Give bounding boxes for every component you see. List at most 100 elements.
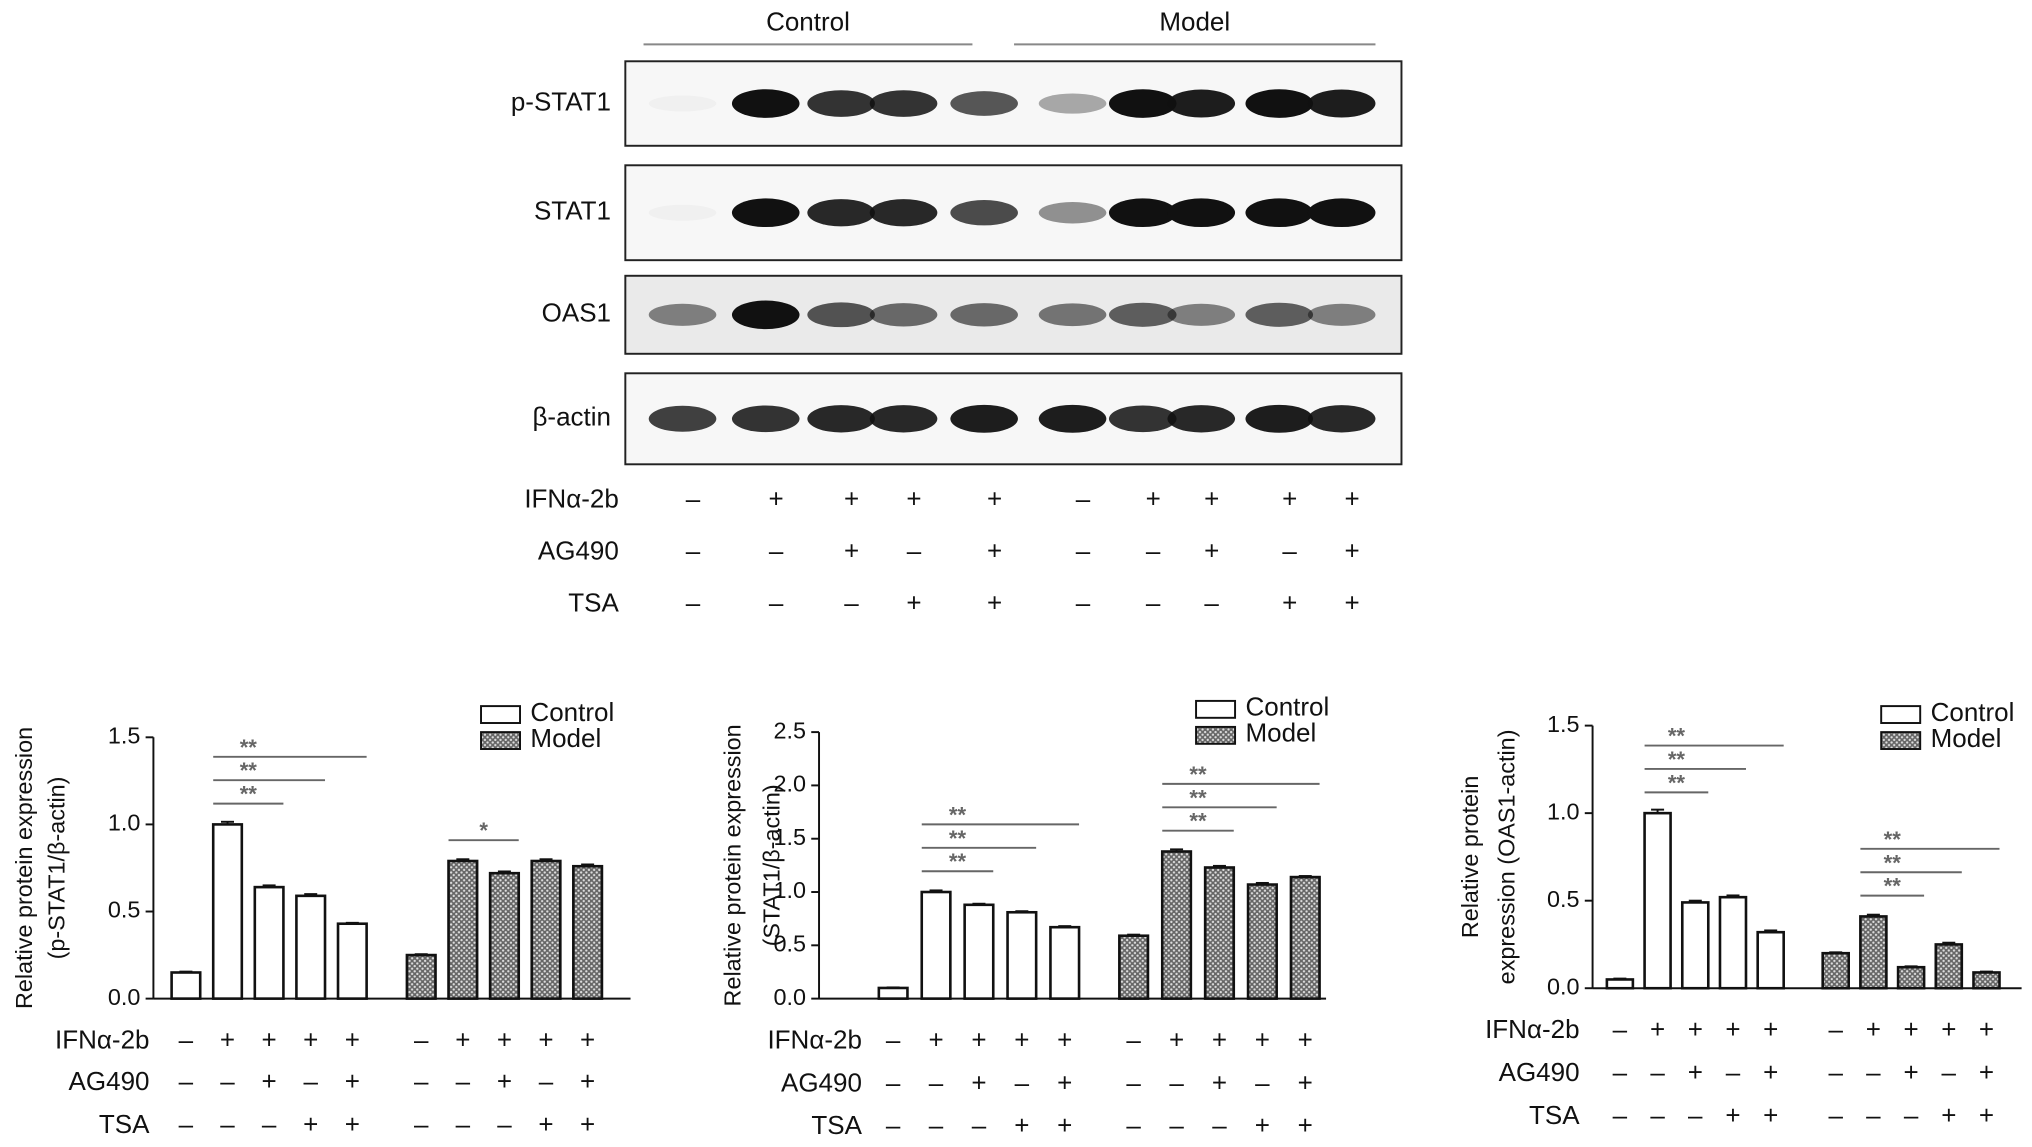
- significance-label: **: [1668, 724, 1686, 749]
- treatment-sign: +: [1204, 536, 1219, 566]
- bar: [170, 971, 202, 1000]
- treatment-sign: +: [906, 484, 921, 514]
- y-tick-label: 1.5: [1547, 711, 1580, 737]
- band: [1307, 89, 1376, 118]
- treatment-sign: +: [906, 588, 921, 618]
- treatment-sign: –: [1828, 1100, 1843, 1130]
- treatment-sign: –: [1650, 1057, 1665, 1087]
- y-axis-label: Relative protein: [1457, 776, 1483, 939]
- treatment-sign: –: [220, 1066, 235, 1096]
- treatment-sign: –: [456, 1066, 471, 1096]
- treatment-sign: +: [1763, 1057, 1778, 1087]
- treatment-sign: +: [1725, 1014, 1740, 1044]
- treatment-sign: +: [844, 484, 859, 514]
- legend-label: Model: [530, 723, 601, 753]
- treatment-sign: +: [1282, 588, 1297, 618]
- band: [1108, 198, 1177, 228]
- band: [648, 405, 717, 432]
- treatment-sign: +: [1979, 1014, 1994, 1044]
- band: [649, 96, 717, 112]
- treatment-sign: –: [414, 1109, 429, 1139]
- bar: [1821, 951, 1850, 990]
- band: [1167, 303, 1236, 326]
- treatment-sign: +: [1763, 1014, 1778, 1044]
- band: [1038, 303, 1107, 327]
- treatment-sign: +: [1344, 588, 1359, 618]
- y-tick-label: 2.0: [774, 771, 807, 797]
- band: [1307, 198, 1376, 228]
- treatment-sign: +: [1212, 1067, 1227, 1097]
- y-tick-label: 2.5: [774, 717, 807, 743]
- treatment-sign: +: [1866, 1014, 1881, 1044]
- y-axis-label: Relative protein expression: [720, 724, 746, 1006]
- band: [1038, 93, 1107, 114]
- bar: [1859, 915, 1888, 990]
- legend-label: Model: [1245, 718, 1316, 748]
- treatment-sign: –: [1076, 588, 1091, 618]
- bar: [1756, 930, 1785, 990]
- significance-label: **: [1668, 747, 1686, 772]
- y-tick-label: 0.0: [1547, 973, 1580, 999]
- treatment-sign: +: [1298, 1067, 1313, 1097]
- blot-row-label: p-STAT1: [511, 86, 611, 116]
- treatment-sign: +: [1725, 1100, 1740, 1130]
- treatment-sign: –: [844, 588, 859, 618]
- treatment-label: AG490: [69, 1066, 150, 1096]
- treatment-sign: –: [539, 1066, 554, 1096]
- treatment-sign: +: [1057, 1110, 1072, 1140]
- blot-row-label: β-actin: [532, 402, 611, 432]
- bar: [336, 922, 368, 1000]
- legend-swatch: [480, 705, 522, 724]
- treatment-sign: –: [1828, 1014, 1843, 1044]
- treatment-sign: +: [1169, 1024, 1184, 1054]
- bar: [1118, 934, 1150, 1000]
- significance-label: **: [240, 735, 258, 760]
- band: [807, 302, 875, 328]
- legend-label: Control: [530, 697, 614, 727]
- bar: [1643, 811, 1672, 990]
- treatment-sign: +: [1255, 1024, 1270, 1054]
- legend-swatch: [1880, 731, 1922, 750]
- significance-label: **: [1189, 809, 1207, 834]
- significance-label: **: [1189, 762, 1207, 787]
- significance-label: *: [479, 818, 488, 843]
- treatment-sign: –: [1726, 1057, 1741, 1087]
- treatment-label: TSA: [568, 588, 619, 618]
- y-tick-label: 1.0: [1547, 798, 1580, 824]
- bar: [405, 953, 437, 1000]
- treatment-sign: +: [987, 484, 1002, 514]
- treatment-sign: –: [929, 1110, 944, 1140]
- treatment-sign: +: [455, 1024, 470, 1054]
- treatment-sign: –: [1613, 1057, 1628, 1087]
- treatment-sign: +: [303, 1024, 318, 1054]
- band: [1167, 198, 1236, 228]
- treatment-sign: +: [1979, 1100, 1994, 1130]
- treatment-sign: +: [1763, 1100, 1778, 1130]
- treatment-sign: –: [1828, 1057, 1843, 1087]
- treatment-sign: +: [303, 1109, 318, 1139]
- treatment-sign: –: [1613, 1014, 1628, 1044]
- significance-label: **: [240, 782, 258, 807]
- treatment-sign: –: [1146, 536, 1161, 566]
- bar: [963, 903, 995, 1000]
- y-tick-label: 0.0: [774, 984, 807, 1010]
- significance-label: **: [1668, 770, 1686, 795]
- treatment-sign: +: [262, 1024, 277, 1054]
- treatment-sign: +: [1688, 1057, 1703, 1087]
- band: [731, 89, 800, 118]
- group-label: Control: [766, 6, 850, 36]
- treatment-sign: +: [1650, 1014, 1665, 1044]
- band: [807, 405, 875, 433]
- blot-row-label: OAS1: [542, 298, 611, 328]
- legend-swatch: [1195, 699, 1237, 719]
- band: [869, 303, 938, 327]
- treatment-sign: –: [1904, 1100, 1919, 1130]
- band: [1038, 202, 1107, 224]
- treatment-sign: –: [769, 588, 784, 618]
- treatment-sign: –: [1866, 1100, 1881, 1130]
- treatment-sign: +: [1941, 1014, 1956, 1044]
- treatment-sign: +: [1904, 1014, 1919, 1044]
- treatment-sign: +: [1688, 1014, 1703, 1044]
- y-axis-label: Relative protein expression: [11, 727, 37, 1009]
- band: [807, 90, 875, 117]
